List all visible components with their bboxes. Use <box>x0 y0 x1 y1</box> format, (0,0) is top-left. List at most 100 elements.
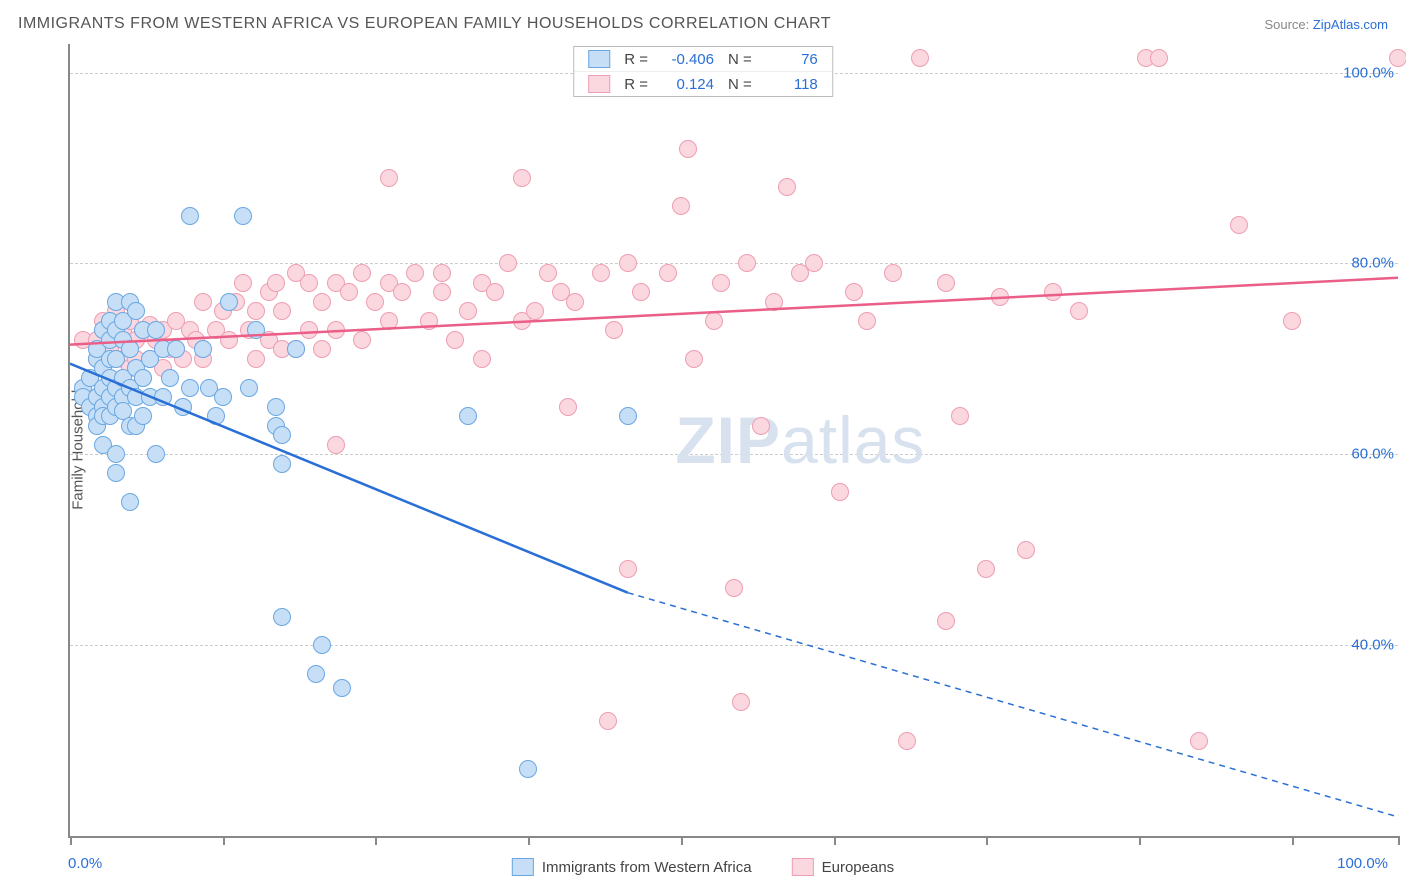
x-tick <box>223 836 225 845</box>
data-point-west_africa <box>127 302 145 320</box>
x-tick <box>70 836 72 845</box>
legend-label-europeans: Europeans <box>822 859 895 876</box>
data-point-europeans <box>738 254 756 272</box>
data-point-europeans <box>380 312 398 330</box>
swatch-europeans <box>792 858 814 876</box>
data-point-west_africa <box>194 340 212 358</box>
trend-lines-layer <box>70 44 1398 836</box>
data-point-west_africa <box>181 207 199 225</box>
data-point-west_africa <box>273 455 291 473</box>
data-point-europeans <box>273 302 291 320</box>
legend-item-europeans: Europeans <box>792 858 895 876</box>
y-tick-label: 60.0% <box>1351 446 1394 463</box>
data-point-west_africa <box>121 340 139 358</box>
data-point-europeans <box>393 283 411 301</box>
data-point-west_africa <box>333 679 351 697</box>
data-point-west_africa <box>267 398 285 416</box>
data-point-west_africa <box>273 608 291 626</box>
data-point-europeans <box>513 169 531 187</box>
data-point-europeans <box>433 283 451 301</box>
data-point-west_africa <box>220 293 238 311</box>
x-axis-min-label: 0.0% <box>68 855 102 872</box>
swatch-west-africa <box>588 50 610 68</box>
data-point-west_africa <box>234 207 252 225</box>
data-point-europeans <box>725 579 743 597</box>
data-point-europeans <box>705 312 723 330</box>
data-point-europeans <box>977 560 995 578</box>
data-point-europeans <box>1017 541 1035 559</box>
data-point-europeans <box>672 197 690 215</box>
data-point-europeans <box>353 264 371 282</box>
series-legend: Immigrants from Western Africa Europeans <box>512 858 894 876</box>
data-point-europeans <box>1389 49 1406 67</box>
data-point-europeans <box>991 288 1009 306</box>
data-point-europeans <box>247 302 265 320</box>
data-point-europeans <box>619 254 637 272</box>
x-tick <box>1139 836 1141 845</box>
data-point-europeans <box>526 302 544 320</box>
data-point-europeans <box>1230 216 1248 234</box>
data-point-west_africa <box>273 426 291 444</box>
data-point-europeans <box>685 350 703 368</box>
n-label: N = <box>728 51 752 68</box>
data-point-europeans <box>679 140 697 158</box>
data-point-europeans <box>778 178 796 196</box>
data-point-europeans <box>559 398 577 416</box>
data-point-europeans <box>406 264 424 282</box>
data-point-west_africa <box>167 340 185 358</box>
data-point-west_africa <box>619 407 637 425</box>
data-point-europeans <box>765 293 783 311</box>
data-point-europeans <box>473 350 491 368</box>
data-point-west_africa <box>181 379 199 397</box>
legend-item-west-africa: Immigrants from Western Africa <box>512 858 752 876</box>
data-point-west_africa <box>107 445 125 463</box>
data-point-europeans <box>605 321 623 339</box>
r-value-europeans: 0.124 <box>662 76 714 93</box>
data-point-europeans <box>831 483 849 501</box>
watermark: ZIPatlas <box>675 402 925 478</box>
data-point-europeans <box>805 254 823 272</box>
data-point-europeans <box>194 293 212 311</box>
data-point-europeans <box>234 274 252 292</box>
data-point-europeans <box>433 264 451 282</box>
data-point-europeans <box>327 436 345 454</box>
data-point-europeans <box>353 331 371 349</box>
r-label: R = <box>624 51 648 68</box>
data-point-europeans <box>599 712 617 730</box>
data-point-europeans <box>1190 732 1208 750</box>
data-point-west_africa <box>147 445 165 463</box>
data-point-europeans <box>1283 312 1301 330</box>
data-point-west_africa <box>107 464 125 482</box>
data-point-europeans <box>327 321 345 339</box>
data-point-west_africa <box>161 369 179 387</box>
stats-legend: R = -0.406 N = 76 R = 0.124 N = 118 <box>573 46 833 97</box>
data-point-europeans <box>937 612 955 630</box>
data-point-europeans <box>937 274 955 292</box>
data-point-europeans <box>619 560 637 578</box>
data-point-west_africa <box>214 388 232 406</box>
swatch-west-africa <box>512 858 534 876</box>
x-tick <box>681 836 683 845</box>
data-point-west_africa <box>121 493 139 511</box>
source-attribution: Source: ZipAtlas.com <box>1264 17 1388 32</box>
data-point-europeans <box>951 407 969 425</box>
source-link[interactable]: ZipAtlas.com <box>1313 17 1388 32</box>
x-tick <box>834 836 836 845</box>
n-value-west-africa: 76 <box>766 51 818 68</box>
data-point-europeans <box>486 283 504 301</box>
data-point-west_africa <box>147 321 165 339</box>
data-point-europeans <box>340 283 358 301</box>
data-point-west_africa <box>459 407 477 425</box>
x-tick <box>528 836 530 845</box>
gridline <box>70 454 1398 455</box>
data-point-europeans <box>247 350 265 368</box>
data-point-europeans <box>632 283 650 301</box>
data-point-west_africa <box>287 340 305 358</box>
data-point-europeans <box>300 321 318 339</box>
data-point-west_africa <box>134 369 152 387</box>
data-point-europeans <box>898 732 916 750</box>
data-point-west_africa <box>207 407 225 425</box>
data-point-europeans <box>845 283 863 301</box>
stats-row-west-africa: R = -0.406 N = 76 <box>574 47 832 71</box>
data-point-europeans <box>712 274 730 292</box>
